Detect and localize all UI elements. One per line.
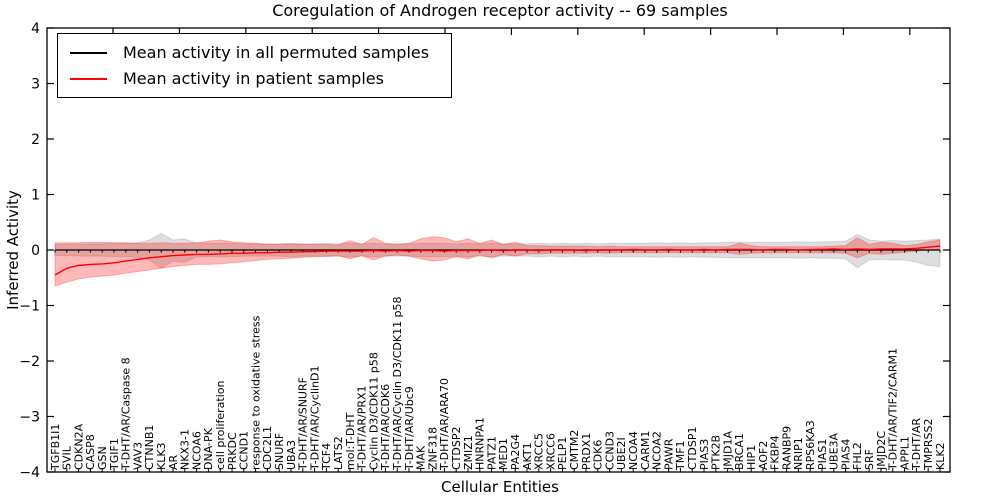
x-category-label: T-DHT/AR/ARA70 bbox=[438, 378, 451, 471]
x-category-label: AR bbox=[167, 454, 180, 470]
x-category-label: T-DHT/AR/PRX1 bbox=[356, 385, 369, 471]
x-category-label: AOF2 bbox=[757, 441, 770, 470]
x-category-label: FKBP4 bbox=[769, 435, 782, 470]
x-category-label: CASP8 bbox=[84, 434, 97, 470]
x-category-label: T-DHT/AR/TIF2/CARM1 bbox=[887, 348, 900, 471]
x-category-label: PTK2B bbox=[710, 435, 723, 470]
x-category-label: TMPRSS2 bbox=[922, 419, 935, 471]
x-category-label: XRCC6 bbox=[544, 433, 557, 470]
x-category-label: TGIF1 bbox=[108, 438, 121, 471]
y-tick-label: 3 bbox=[31, 77, 40, 93]
x-category-label: TCF4 bbox=[320, 443, 333, 471]
x-category-label: CTDSP2 bbox=[450, 427, 463, 470]
x-category-label: T-DHT/AR/Cyclin D3/CDK11 p58 bbox=[391, 296, 404, 471]
y-tick-label: −3 bbox=[19, 410, 40, 426]
x-category-label: PIAS3 bbox=[698, 439, 711, 470]
x-category-label: TMF1 bbox=[674, 440, 687, 471]
x-category-label: T-DHT/AR bbox=[910, 418, 923, 471]
x-category-label: HNRNPA1 bbox=[474, 417, 487, 470]
x-category-label: VAV3 bbox=[131, 442, 144, 470]
x-category-label: PA2G4 bbox=[509, 434, 522, 470]
x-category-label: CDC2L1 bbox=[261, 426, 274, 470]
x-category-label: T-DHT/AR/SNURF bbox=[297, 377, 310, 471]
y-tick-label: 4 bbox=[31, 21, 40, 37]
chart-title: Coregulation of Androgen receptor activi… bbox=[272, 1, 728, 20]
x-category-label: APPL1 bbox=[898, 436, 911, 470]
x-category-label: ZMIZ1 bbox=[462, 435, 475, 470]
legend-entry-permuted: Mean activity in all permuted samples bbox=[70, 43, 429, 62]
y-tick-label: 1 bbox=[31, 188, 40, 204]
x-category-label: NCOA2 bbox=[651, 431, 664, 470]
x-category-label: CMTM2 bbox=[568, 430, 581, 470]
x-category-label: BRCA1 bbox=[733, 433, 746, 470]
y-axis-label: Inferred Activity bbox=[4, 190, 22, 310]
x-category-label: PIAS1 bbox=[816, 439, 829, 470]
x-category-label: PIAS4 bbox=[839, 439, 852, 470]
x-category-label: JMJD1A bbox=[721, 431, 734, 471]
x-axis-label: Cellular Entities bbox=[441, 478, 559, 496]
y-tick-label: 2 bbox=[31, 132, 40, 148]
x-category-label: HIP1 bbox=[745, 445, 758, 470]
x-category-label: MED1 bbox=[497, 438, 510, 470]
y-tick-label: −1 bbox=[19, 299, 40, 315]
x-category-label: NCOA6 bbox=[190, 431, 203, 470]
x-category-label: PELP1 bbox=[556, 437, 569, 470]
x-category-label: Cyclin D3/CDK11 p58 bbox=[367, 352, 380, 470]
x-category-label: KLK3 bbox=[155, 442, 168, 470]
x-category-label: RANBP9 bbox=[780, 426, 793, 470]
x-category-label: CDKN2A bbox=[72, 423, 85, 470]
x-category-label: PRKDC bbox=[226, 432, 239, 470]
x-category-label: KLK2 bbox=[934, 442, 947, 470]
x-category-label: T-DHT/AR/Ubc9 bbox=[403, 386, 416, 471]
x-category-label: T-DHT/AR/CDK6 bbox=[379, 384, 392, 471]
x-category-label: ZNF318 bbox=[426, 427, 439, 470]
x-category-label: SVIL bbox=[61, 445, 74, 470]
x-category-label: CCND3 bbox=[603, 431, 616, 470]
x-category-label: SNURF bbox=[273, 433, 286, 470]
y-tick-label: −2 bbox=[19, 354, 40, 370]
y-tick-label: 0 bbox=[31, 243, 40, 259]
legend-label-patient: Mean activity in patient samples bbox=[123, 69, 384, 88]
y-tick-label: −4 bbox=[19, 465, 40, 481]
x-category-label: response to oxidative stress bbox=[249, 315, 262, 470]
x-category-label: AKT1 bbox=[521, 442, 534, 470]
x-category-label: NRIP1 bbox=[792, 437, 805, 470]
x-category-label: DNA-PK bbox=[202, 427, 215, 470]
x-category-label: mol:T-DHT bbox=[344, 412, 357, 470]
patient-mean-line bbox=[54, 245, 941, 276]
x-category-label: CTNNB1 bbox=[143, 425, 156, 470]
x-category-label: CCND1 bbox=[238, 431, 251, 470]
x-category-label: CARM1 bbox=[639, 431, 652, 470]
x-category-label: XRCC5 bbox=[533, 433, 546, 470]
x-category-label: PRDX1 bbox=[580, 433, 593, 470]
x-category-label: UBE2I bbox=[615, 437, 628, 470]
x-category-label: cell proliferation bbox=[214, 380, 227, 470]
x-category-label: UBE3A bbox=[828, 432, 841, 470]
x-category-label: CDK6 bbox=[592, 440, 605, 470]
x-category-label: PATZ1 bbox=[485, 436, 498, 470]
x-category-label: T-DHT/AR/CyclinD1 bbox=[308, 365, 321, 471]
legend-line-sample-black bbox=[70, 51, 107, 54]
legend-line-sample-red bbox=[70, 77, 107, 80]
legend-entry-patient: Mean activity in patient samples bbox=[70, 69, 429, 88]
x-category-label: TGFB1I1 bbox=[49, 424, 62, 471]
x-category-label: RPS6KA3 bbox=[804, 420, 817, 470]
x-category-label: NCOA4 bbox=[627, 431, 640, 470]
legend: Mean activity in all permuted samples Me… bbox=[57, 33, 453, 98]
legend-label-permuted: Mean activity in all permuted samples bbox=[123, 43, 430, 62]
x-category-label: JMJD2C bbox=[875, 431, 888, 471]
x-category-label: MAK bbox=[415, 445, 428, 470]
x-category-label: LATS2 bbox=[332, 436, 345, 470]
x-category-label: T-DHT/AR/Caspase 8 bbox=[120, 357, 133, 471]
x-category-label: SRF bbox=[863, 449, 876, 470]
x-category-label: PAWR bbox=[662, 438, 675, 470]
x-category-label: GSN bbox=[96, 446, 109, 470]
x-category-label: UBA3 bbox=[285, 440, 298, 470]
x-category-label: NKX3-1 bbox=[179, 429, 192, 470]
x-category-label: CTDSP1 bbox=[686, 427, 699, 470]
x-category-label: FHL2 bbox=[851, 442, 864, 470]
